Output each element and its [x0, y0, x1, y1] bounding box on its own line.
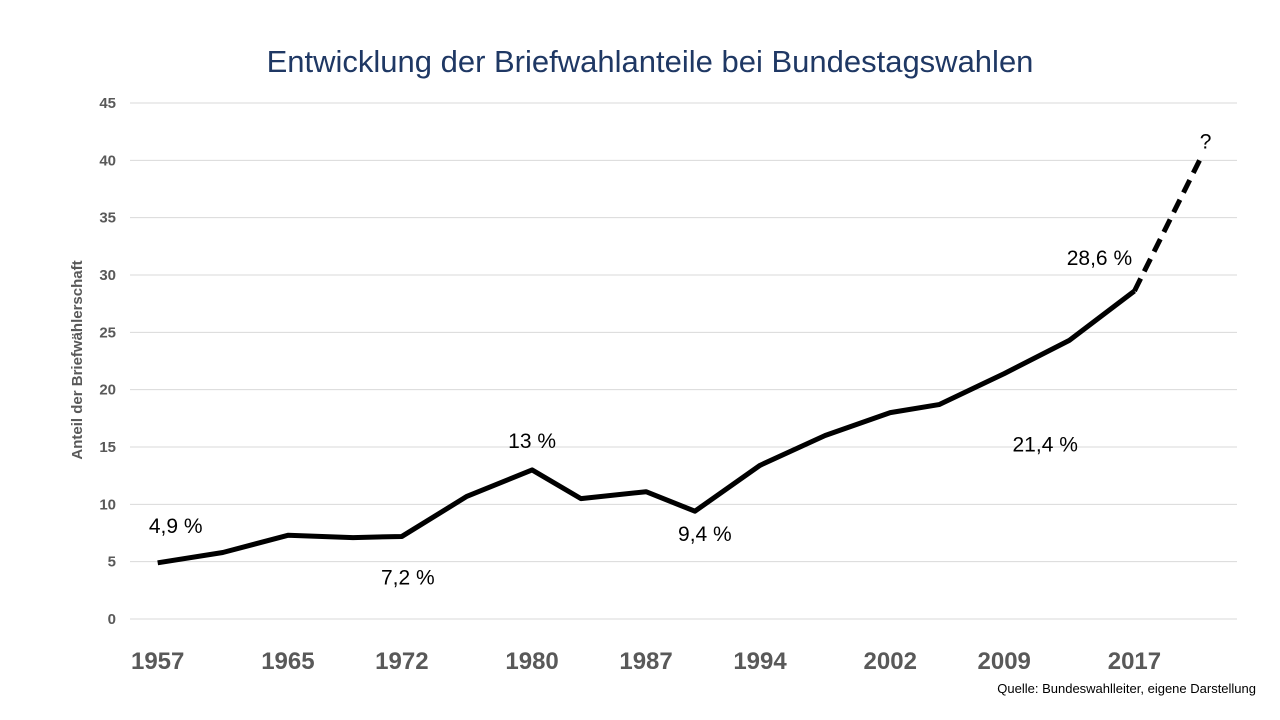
projection-line [1134, 160, 1199, 291]
x-tick-label: 2002 [864, 648, 917, 675]
y-tick-label: 25 [99, 324, 116, 341]
data-label: 4,9 % [149, 515, 203, 538]
x-tick-label: 1965 [261, 648, 314, 675]
data-label: 21,4 % [1013, 434, 1078, 457]
x-tick-label: 1957 [131, 648, 184, 675]
data-label: 7,2 % [381, 566, 435, 589]
y-tick-label: 40 [99, 152, 116, 169]
data-label: ? [1200, 130, 1212, 153]
series-lines [158, 160, 1200, 562]
data-label: 13 % [508, 430, 556, 453]
y-tick-label: 30 [99, 267, 116, 284]
x-tick-label: 1987 [619, 648, 672, 675]
y-tick-label: 10 [99, 496, 116, 513]
chart-title: Entwicklung der Briefwahlanteile bei Bun… [267, 44, 1034, 79]
x-tick-label: 1980 [505, 648, 558, 675]
y-tick-label: 45 [99, 95, 116, 112]
x-tick-label: 2017 [1108, 648, 1161, 675]
x-axis-ticks: 1957 1965 1972 1980 1987 1994 2002 2009 2017 [131, 648, 1161, 675]
data-label: 9,4 % [678, 523, 732, 546]
source-note: Quelle: Bundeswahlleiter, eigene Darstel… [997, 681, 1256, 696]
data-labels: 4,9 % 7,2 % 13 % 9,4 % 21,4 % 28,6 %? [149, 130, 1212, 589]
y-tick-label: 5 [108, 554, 116, 571]
data-label: 28,6 % [1067, 247, 1132, 270]
y-axis-label: Anteil der Briefwählerschaft [69, 260, 86, 459]
series-line [158, 291, 1135, 563]
y-tick-label: 20 [99, 382, 116, 399]
y-tick-label: 15 [99, 439, 116, 456]
x-tick-label: 1994 [733, 648, 787, 675]
y-tick-label: 0 [108, 611, 116, 628]
y-axis-ticks: 0 5 10 15 20 25 30 35 40 45 [99, 95, 116, 628]
x-tick-label: 2009 [978, 648, 1031, 675]
x-tick-label: 1972 [375, 648, 428, 675]
line-chart: Entwicklung der Briefwahlanteile bei Bun… [0, 0, 1280, 720]
y-tick-label: 35 [99, 210, 116, 227]
